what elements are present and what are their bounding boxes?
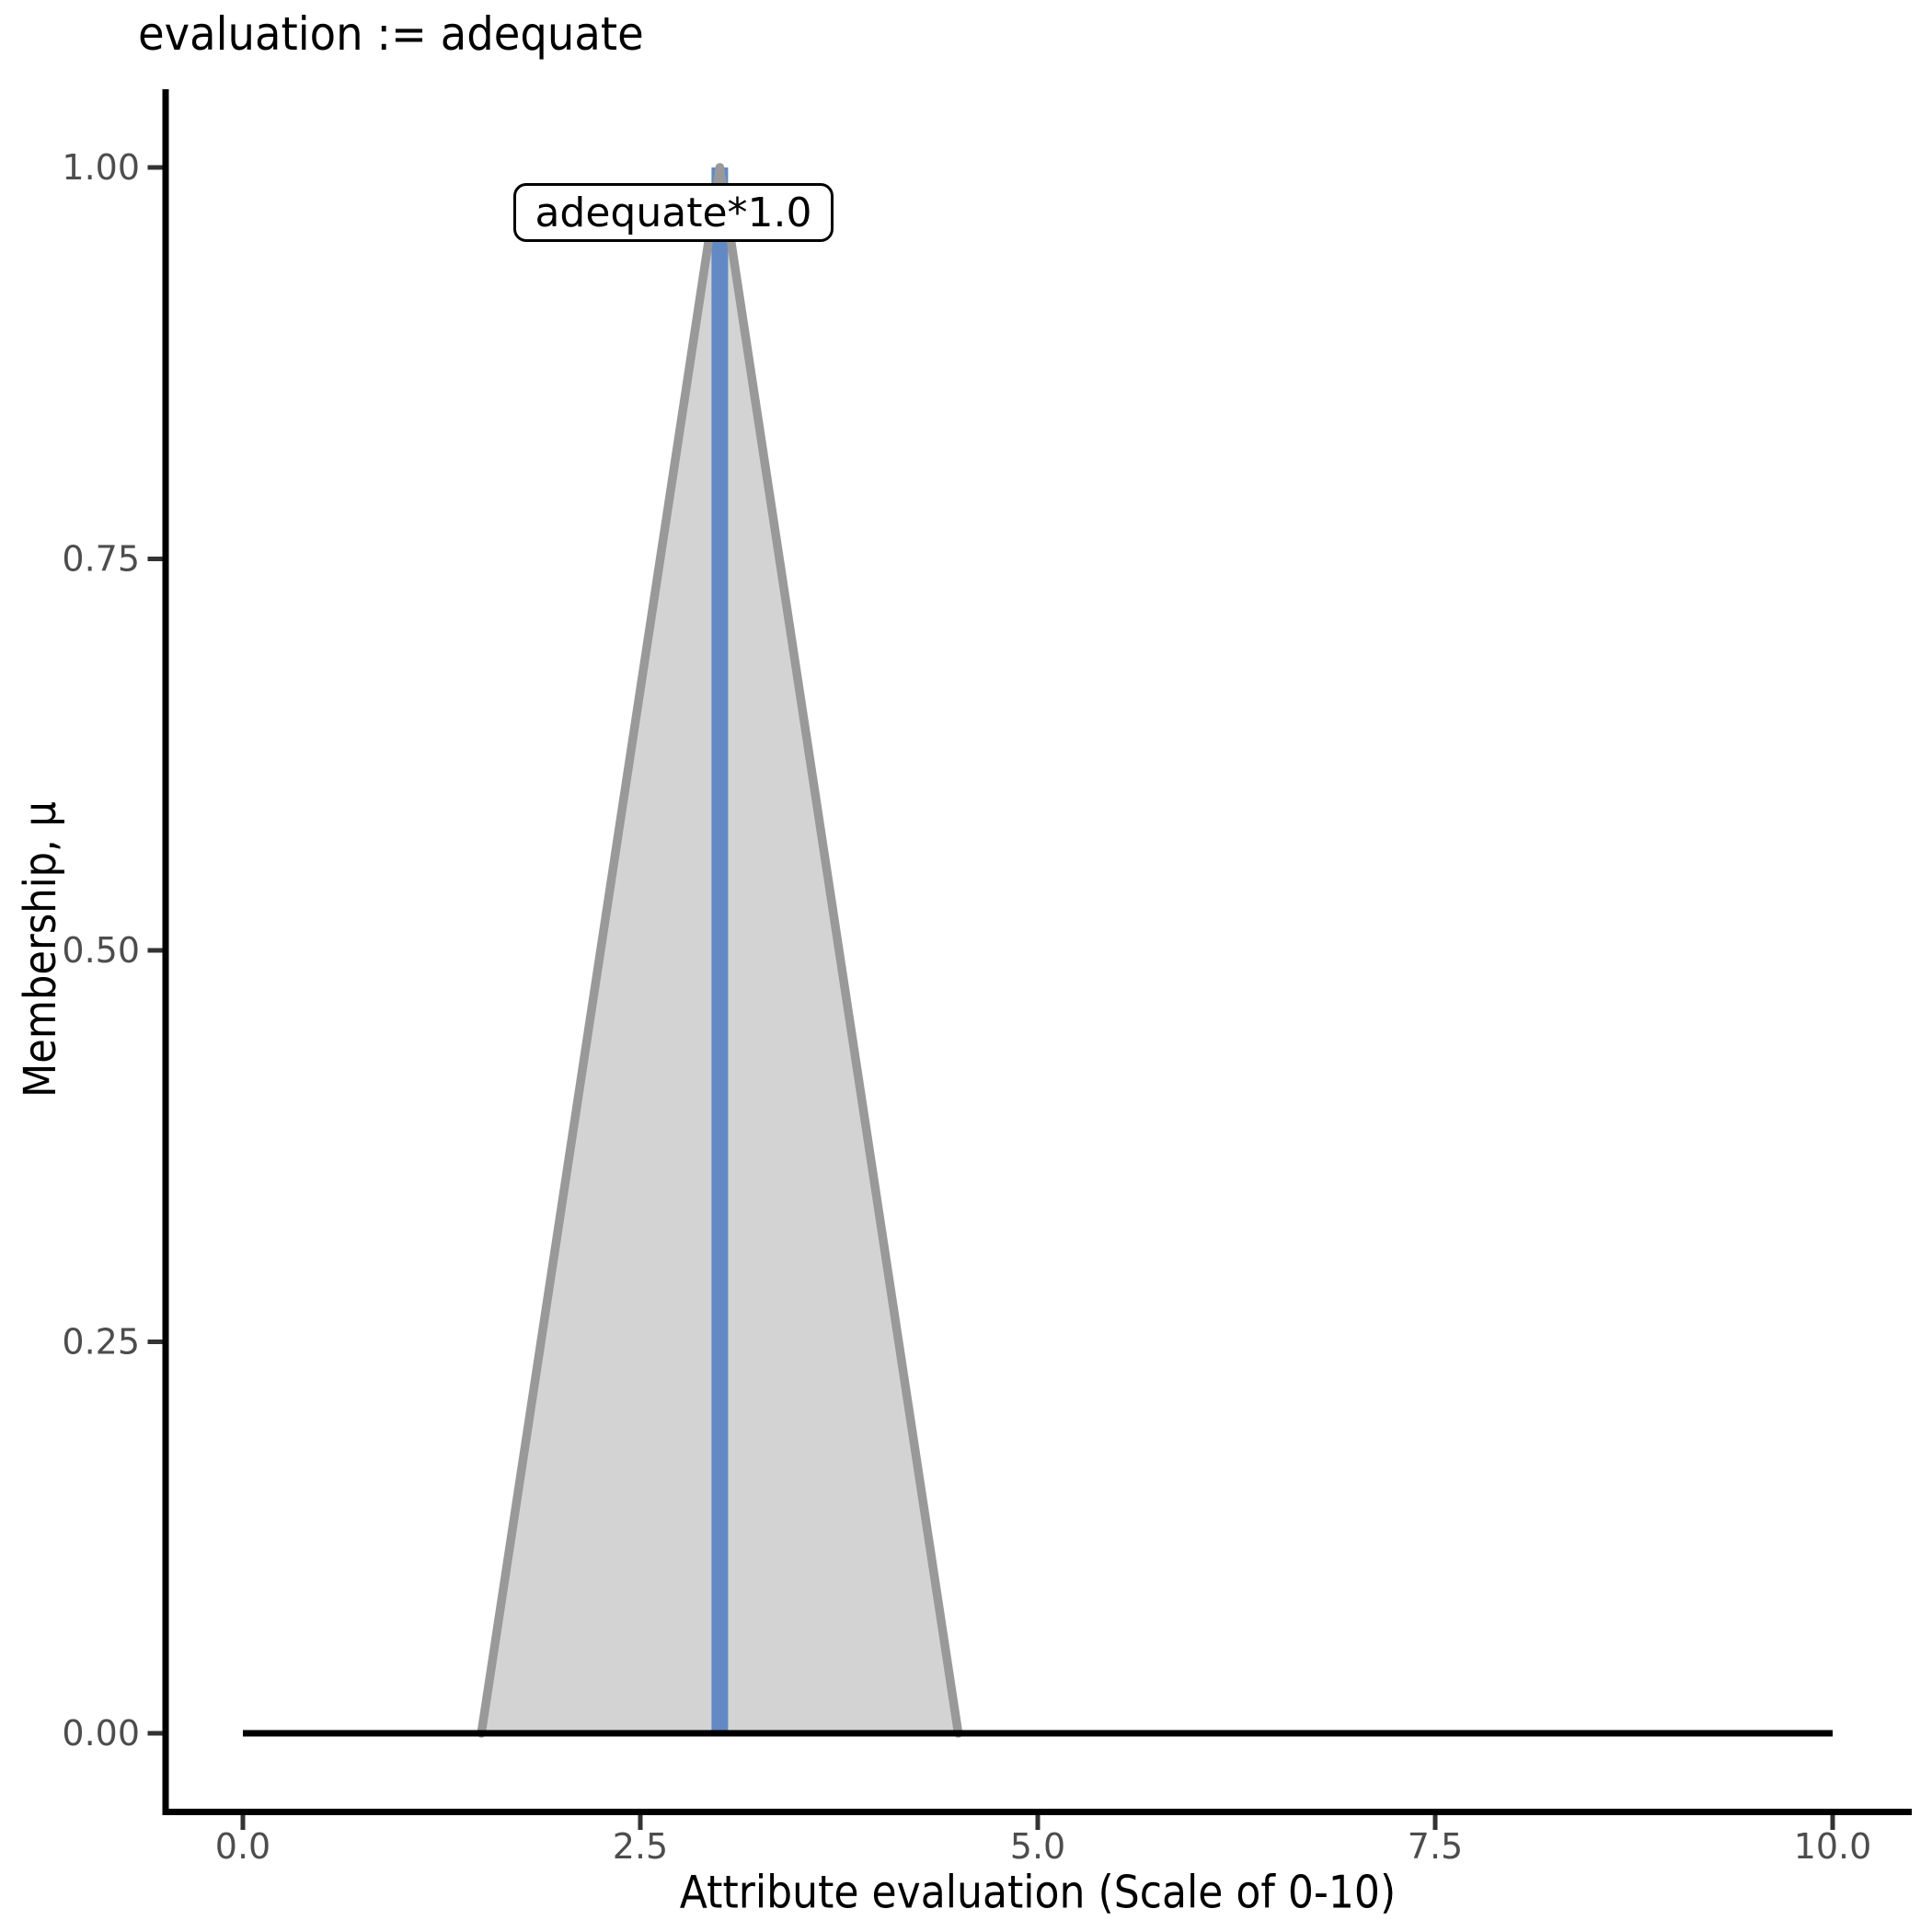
x-tick-label: 10.0 bbox=[1794, 1826, 1872, 1867]
y-tick-label: 0.50 bbox=[62, 930, 140, 971]
membership-triangle-outline bbox=[477, 163, 963, 1738]
y-tick-label: 0.00 bbox=[62, 1713, 140, 1754]
chart-title: evaluation := adequate bbox=[138, 7, 644, 61]
y-tick-label: 0.75 bbox=[62, 539, 140, 580]
x-tick-label: 2.5 bbox=[613, 1826, 668, 1867]
x-tick-label: 5.0 bbox=[1010, 1826, 1065, 1867]
x-tick-label: 0.0 bbox=[215, 1826, 270, 1867]
y-tick-label: 1.00 bbox=[62, 147, 140, 188]
y-tick-label: 0.25 bbox=[62, 1322, 140, 1363]
x-axis-title: Attribute evaluation (Scale of 0-10) bbox=[679, 1866, 1397, 1919]
y-axis-title: Membership, μ bbox=[15, 801, 66, 1098]
annotation-label: adequate*1.0 bbox=[513, 183, 834, 242]
x-tick-label: 7.5 bbox=[1408, 1826, 1463, 1867]
